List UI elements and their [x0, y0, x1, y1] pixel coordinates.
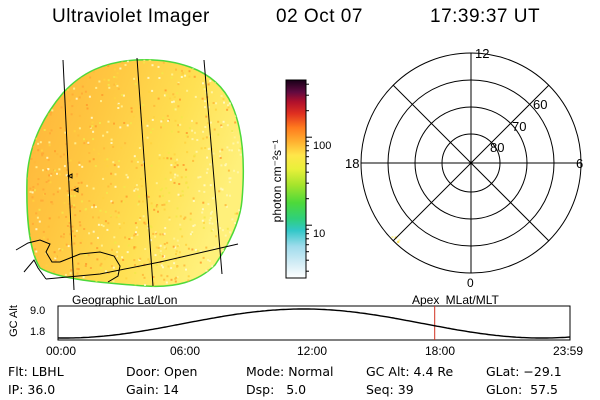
xtick-1200: 12:00 [297, 344, 328, 358]
altitude-ytick-low: 1.8 [30, 326, 46, 338]
xtick-0600: 06:00 [170, 344, 201, 358]
date-label: 02 Oct 07 [276, 6, 363, 27]
instrument-title: Ultraviolet Imager [52, 6, 210, 27]
xtick-0000: 00:00 [46, 344, 77, 358]
apex-label: Apex MLat/MLT [412, 293, 499, 307]
info-glat: GLat: −29.1 [486, 364, 562, 379]
info-glon: GLon: 57.5 [486, 382, 559, 397]
info-dsp: Dsp: 5.0 [246, 382, 307, 397]
mlt-label-0: 0 [467, 276, 474, 290]
meridian-lines [62, 57, 223, 291]
geographic-image [15, 57, 244, 291]
xtick-2359: 23:59 [553, 344, 584, 358]
polar-plot [360, 52, 582, 274]
altitude-ylabel: GC Alt [8, 305, 20, 337]
mlt-label-6: 6 [576, 156, 584, 171]
colorbar [285, 79, 312, 279]
colorbar-tick-10: 10 [313, 228, 326, 240]
colorbar-tick-100: 100 [313, 140, 332, 152]
info-gain: Gain: 14 [126, 382, 179, 397]
mlat-label-70: 70 [512, 119, 527, 134]
time-label: 17:39:37 UT [430, 6, 541, 27]
colorbar-unit-label: photon cm⁻²s⁻¹ [270, 139, 284, 223]
mlat-label-80: 80 [490, 140, 505, 155]
mlt-label-12: 12 [475, 46, 490, 61]
auroral-patch [363, 235, 404, 273]
altitude-ytick-high: 9.0 [30, 305, 46, 317]
info-filter: Flt: LBHL [8, 364, 64, 379]
info-gc-alt: GC Alt: 4.4 Re [366, 364, 454, 379]
info-ip: IP: 36.0 [8, 382, 56, 397]
coastline [15, 173, 239, 283]
info-seq: Seq: 39 [366, 382, 414, 397]
mlt-label-18: 18 [345, 156, 360, 171]
mlat-label-60: 60 [533, 97, 548, 112]
info-door: Door: Open [126, 364, 198, 379]
xtick-1800: 18:00 [425, 344, 456, 358]
info-mode: Mode: Normal [246, 364, 334, 379]
altitude-plot [57, 305, 571, 341]
geographic-label: Geographic Lat/Lon [72, 293, 178, 307]
